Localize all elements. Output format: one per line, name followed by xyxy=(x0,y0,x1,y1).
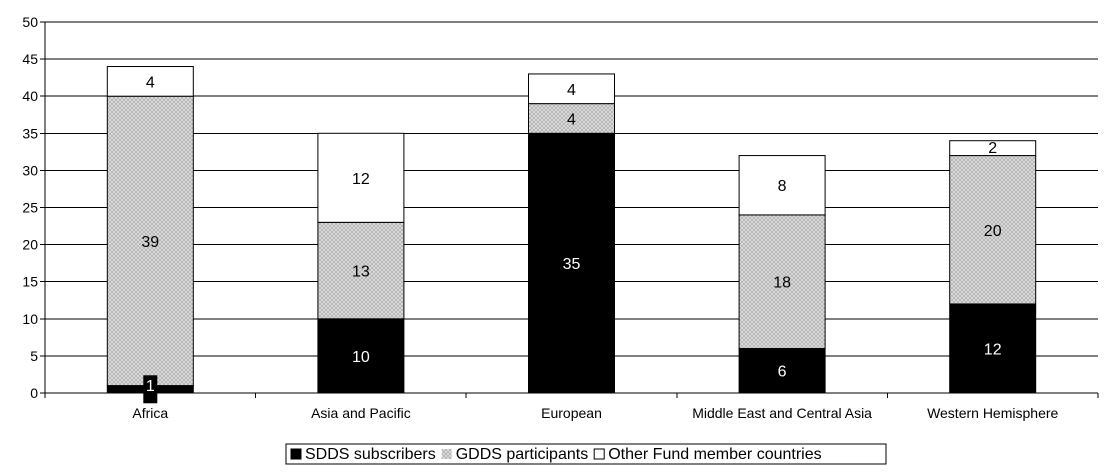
y-tick-label: 0 xyxy=(30,385,38,401)
data-label: 2 xyxy=(988,140,997,157)
data-label: 1 xyxy=(146,378,155,395)
y-tick-label: 45 xyxy=(22,51,38,67)
bar-segment-gdds xyxy=(317,221,405,320)
y-tick-label: 50 xyxy=(22,14,38,30)
data-label: 12 xyxy=(352,171,370,188)
legend: SDDS subscribers GDDS participants Other F… xyxy=(285,443,887,465)
data-label: 4 xyxy=(146,74,155,91)
bar-segment-other xyxy=(106,66,194,97)
bar-segment-sdds xyxy=(949,303,1037,394)
bar-segment-other xyxy=(317,132,405,223)
bar-segment-other xyxy=(738,155,826,216)
legend-label: SDDS subscribers xyxy=(305,446,436,463)
legend-box xyxy=(285,443,887,465)
legend-label: Other Fund member countries xyxy=(608,446,821,463)
bar-segment-sdds xyxy=(738,347,826,394)
x-tick-label: Western Hemisphere xyxy=(927,405,1058,421)
data-label: 10 xyxy=(352,349,370,366)
legend-key-gdds xyxy=(441,449,452,459)
data-labels: 1 39 4 10 13 12 35 4 4 6 18 8 12 20 2 xyxy=(141,74,1002,404)
legend-label: GDDS participants xyxy=(456,446,589,463)
bar-segment-gdds xyxy=(949,155,1037,305)
bar-segment-sdds xyxy=(317,318,405,394)
bar-segment-gdds xyxy=(106,95,194,387)
bar-segment-other xyxy=(528,73,615,105)
x-tick-label: Asia and Pacific xyxy=(311,405,411,421)
y-tick-label: 25 xyxy=(22,200,38,216)
y-tick-label: 35 xyxy=(22,125,38,141)
y-tick-label: 40 xyxy=(22,88,38,104)
y-tick-label: 20 xyxy=(22,237,38,253)
legend-key-sdds xyxy=(290,448,302,460)
data-label: 12 xyxy=(984,341,1002,358)
data-label: 8 xyxy=(778,178,787,195)
bar-segment-sdds xyxy=(528,132,615,394)
y-tick-label: 30 xyxy=(22,162,38,178)
data-label-background xyxy=(143,375,158,404)
bars xyxy=(106,66,1037,394)
data-label: 13 xyxy=(352,264,370,281)
data-label: 4 xyxy=(567,111,576,128)
x-tick-label: Africa xyxy=(132,405,168,421)
data-label: 4 xyxy=(567,82,576,99)
x-tick-label: Middle East and Central Asia xyxy=(692,405,872,421)
x-tick-label: European xyxy=(541,405,602,421)
axes: 0 5 10 15 20 25 30 35 40 45 50 Africa Asia and Pacif… xyxy=(22,14,1099,421)
bar-segment-gdds xyxy=(738,214,826,349)
data-label: 18 xyxy=(773,275,791,292)
bar-segment-gdds xyxy=(528,103,615,134)
legend-key-other xyxy=(593,448,605,460)
bar-segment-other xyxy=(949,140,1037,157)
y-tick-label: 15 xyxy=(22,274,38,290)
data-label: 35 xyxy=(563,256,581,273)
y-tick-label: 5 xyxy=(30,348,38,364)
data-label: 39 xyxy=(141,234,159,251)
y-tick-label: 10 xyxy=(22,311,38,327)
data-label: 6 xyxy=(778,364,787,381)
data-label: 20 xyxy=(984,223,1002,240)
